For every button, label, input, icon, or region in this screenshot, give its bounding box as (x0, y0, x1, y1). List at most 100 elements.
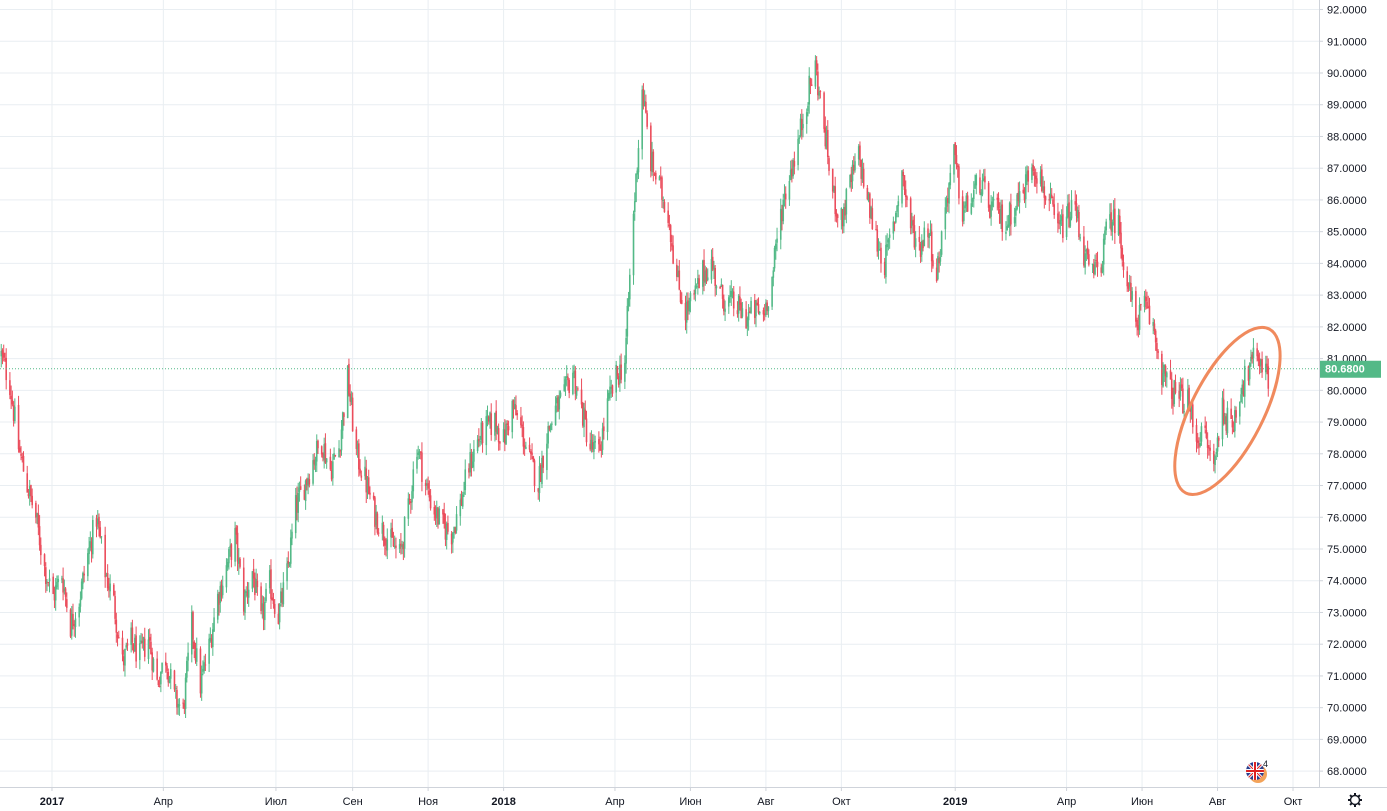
candle-body (281, 591, 283, 603)
candle-body (697, 278, 699, 285)
candle-body (469, 452, 471, 473)
candle-body (939, 257, 942, 262)
candle-body (996, 197, 999, 200)
candle-body (547, 426, 549, 444)
candle-body (720, 284, 723, 288)
candle-body (87, 553, 89, 577)
candle-body (1121, 247, 1124, 261)
flag-count-label: 4 (1263, 759, 1268, 769)
candle-body (1027, 170, 1030, 182)
candle-body (825, 132, 828, 148)
candle-body (629, 274, 631, 300)
candle-body (678, 270, 681, 290)
candle-body (386, 539, 389, 551)
candle-body (599, 444, 601, 451)
uk-flag-icon[interactable]: 4 (1245, 759, 1268, 783)
candle-body (643, 101, 646, 107)
candle-body (350, 397, 353, 403)
candle-body (573, 371, 575, 374)
candle-body (390, 529, 392, 538)
candle-body (262, 604, 265, 620)
candle-body (766, 302, 768, 312)
candle-body (178, 704, 181, 707)
x-tick-label: 2017 (40, 796, 64, 808)
y-tick-label: 80.0000 (1327, 385, 1367, 397)
candle-body (809, 77, 812, 85)
candle-body (177, 703, 179, 708)
candle-body (767, 306, 770, 312)
candle-body (1069, 216, 1072, 227)
y-tick-label: 72.0000 (1327, 639, 1367, 651)
candle-body (254, 577, 256, 596)
candle-body (72, 613, 74, 626)
y-tick-label: 88.0000 (1327, 131, 1367, 143)
candle-body (945, 199, 948, 207)
candle-body (447, 522, 449, 532)
candle-body (1110, 212, 1112, 231)
candle-body (263, 602, 266, 621)
candle-body (199, 648, 202, 694)
candles (0, 55, 1270, 718)
candle-body (836, 214, 839, 218)
candle-body (260, 586, 262, 612)
candle-body (152, 658, 155, 672)
candle-body (523, 445, 526, 448)
candle-body (20, 453, 22, 456)
candle-body (1034, 175, 1037, 180)
candle-body (1031, 167, 1033, 180)
candle-body (953, 144, 955, 175)
ellipse-annotation[interactable] (1154, 313, 1302, 510)
y-tick-label: 71.0000 (1327, 671, 1367, 683)
candle-body (121, 637, 124, 655)
candle-body (169, 669, 172, 679)
candle-body (677, 272, 679, 278)
candle-body (929, 229, 932, 234)
candle-body (209, 637, 212, 641)
candle-body (4, 359, 6, 361)
candle-body (11, 399, 14, 405)
candle-body (173, 670, 176, 690)
candle-body (64, 588, 67, 597)
candle-body (1007, 224, 1010, 228)
candle-body (213, 617, 215, 632)
candle-body (251, 571, 254, 589)
candle-body (1043, 186, 1046, 198)
candle-body (1104, 230, 1106, 240)
candle-body (31, 495, 33, 506)
candle-body (799, 118, 802, 137)
candle-body (904, 189, 907, 197)
candle-body (1105, 221, 1107, 231)
candle-body (869, 193, 871, 218)
candle-body (1057, 213, 1059, 224)
candle-body (1114, 208, 1116, 234)
candle-body (645, 101, 647, 113)
x-tick-label: Окт (1284, 796, 1303, 808)
candle-body (1093, 264, 1095, 275)
candle-body (376, 513, 379, 533)
candle-body (1070, 200, 1073, 219)
candle-body (859, 145, 861, 161)
candle-body (887, 239, 890, 243)
candle-body (1231, 420, 1234, 428)
candle-body (225, 565, 228, 588)
candle-body (914, 238, 917, 247)
candle-body (486, 415, 489, 418)
candle-body (724, 308, 726, 312)
candle-body (270, 569, 272, 599)
candle-body (489, 412, 491, 423)
candle-body (433, 506, 436, 515)
gear-icon[interactable] (1348, 793, 1362, 807)
candle-body (90, 541, 93, 553)
candle-body (1208, 447, 1210, 449)
candle-body (1172, 398, 1174, 406)
candle-body (1252, 347, 1255, 359)
candle-body (1183, 411, 1185, 413)
candle-body (385, 547, 387, 550)
y-tick-label: 92.0000 (1327, 5, 1367, 17)
candle-body (598, 439, 600, 445)
candle-body (888, 234, 891, 238)
candle-body (287, 561, 290, 564)
candle-body (627, 298, 630, 307)
candle-body (1084, 253, 1086, 268)
